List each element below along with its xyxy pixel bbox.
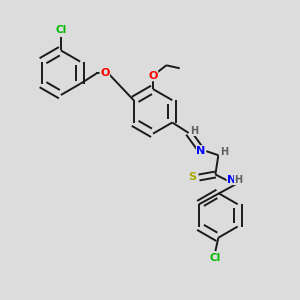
Text: H: H	[220, 147, 228, 157]
Text: O: O	[148, 71, 158, 81]
Text: O: O	[100, 68, 110, 79]
Text: H: H	[190, 125, 198, 136]
Text: H: H	[235, 175, 243, 184]
Text: Cl: Cl	[210, 254, 221, 263]
Text: Cl: Cl	[55, 25, 67, 34]
Text: N: N	[196, 146, 206, 156]
Text: S: S	[188, 172, 196, 182]
Text: N: N	[227, 175, 236, 184]
